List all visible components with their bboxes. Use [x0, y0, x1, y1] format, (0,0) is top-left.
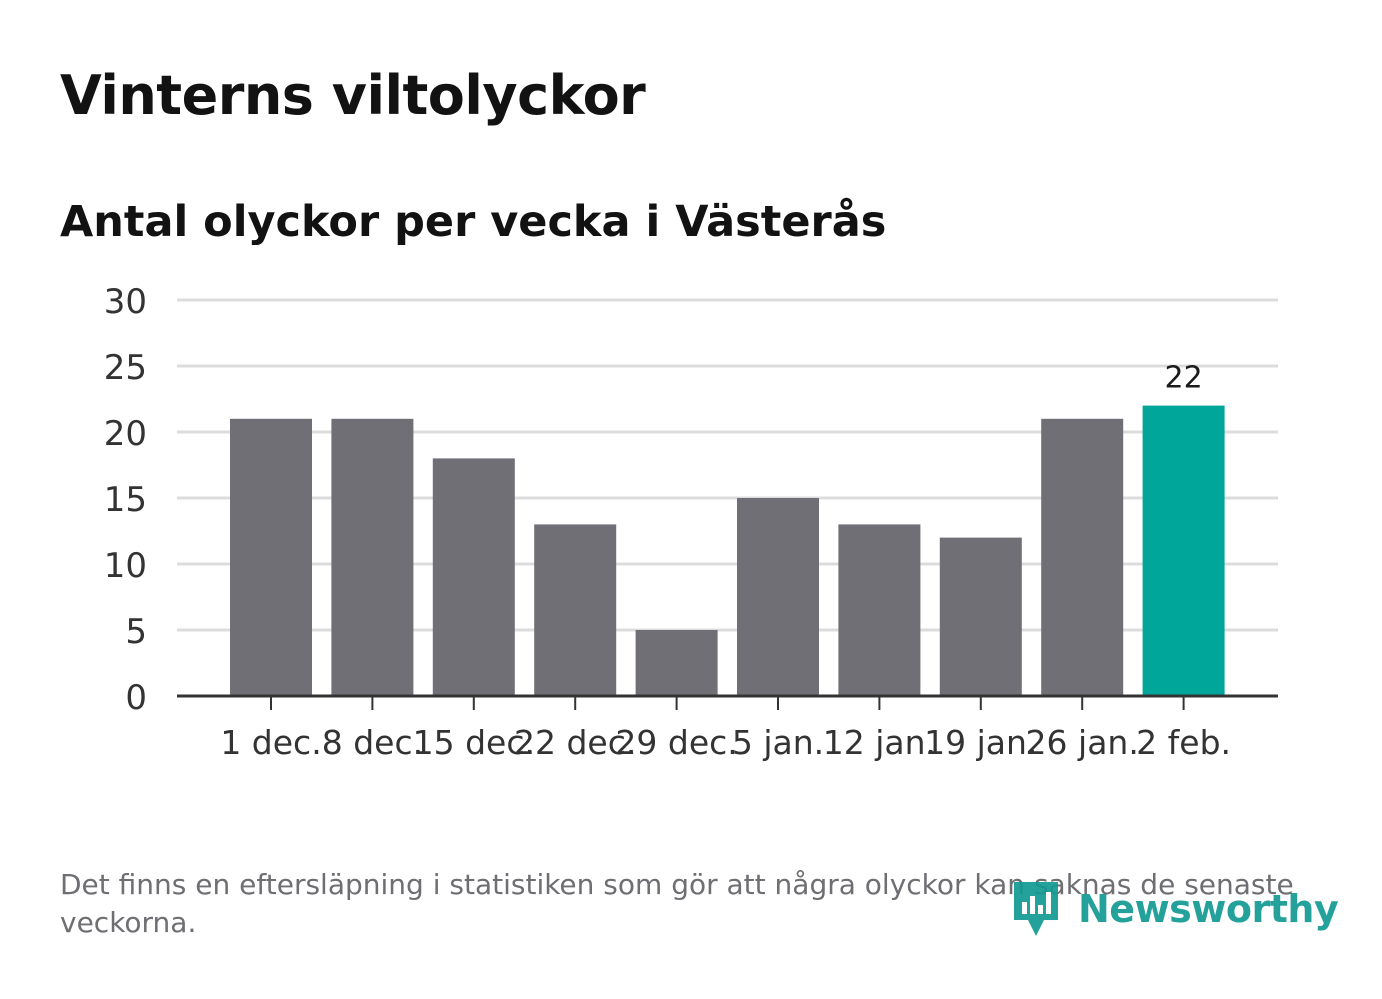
chart-subtitle: Antal olyckor per vecka i Västerås — [60, 197, 887, 247]
footnote: Det finns en eftersläpning i statistiken… — [60, 868, 1294, 939]
bar — [230, 418, 312, 696]
x-tick-label: 29 dec. — [615, 723, 737, 762]
bar — [534, 524, 617, 696]
newsworthy-logo: Newsworthy — [1010, 878, 1339, 940]
y-tick-label: 5 — [125, 612, 147, 652]
x-tick-label: 5 jan. — [732, 723, 824, 762]
y-tick-label: 0 — [125, 678, 147, 718]
bar-highlight — [1142, 405, 1225, 696]
x-tick-label: 15 dec. — [413, 723, 535, 762]
x-tick-label: 2 feb. — [1136, 723, 1231, 762]
bar — [635, 630, 718, 696]
bar — [939, 537, 1022, 696]
bar — [838, 524, 921, 696]
bars — [230, 405, 1225, 696]
logo-text: Newsworthy — [1078, 887, 1339, 931]
y-tick-label: 15 — [104, 480, 147, 520]
bar — [737, 498, 819, 696]
x-tick-label: 12 jan. — [823, 723, 936, 762]
x-tick-label: 8 dec. — [322, 723, 423, 762]
y-tick-label: 30 — [104, 282, 147, 322]
newsworthy-bar-chart-icon — [1014, 882, 1058, 936]
bar — [432, 458, 515, 696]
x-tick-label: 1 dec. — [220, 723, 321, 762]
labels: 0 5 10 15 20 25 30 1 dec. 8 dec.15 dec.22 dec.29… — [104, 282, 1231, 762]
axes — [177, 694, 1278, 710]
bar — [331, 418, 414, 696]
y-tick-label: 20 — [104, 414, 147, 454]
x-tick-label: 26 jan. — [1026, 723, 1139, 762]
data-label: 22 — [1165, 361, 1203, 396]
chart-title: Vinterns viltolyckor — [60, 64, 646, 127]
y-tick-label: 25 — [104, 348, 147, 388]
x-tick-label: 19 jan. — [924, 723, 1037, 762]
y-tick-label: 10 — [104, 546, 147, 586]
bar — [1041, 418, 1124, 696]
x-tick-label: 22 dec. — [514, 723, 636, 762]
